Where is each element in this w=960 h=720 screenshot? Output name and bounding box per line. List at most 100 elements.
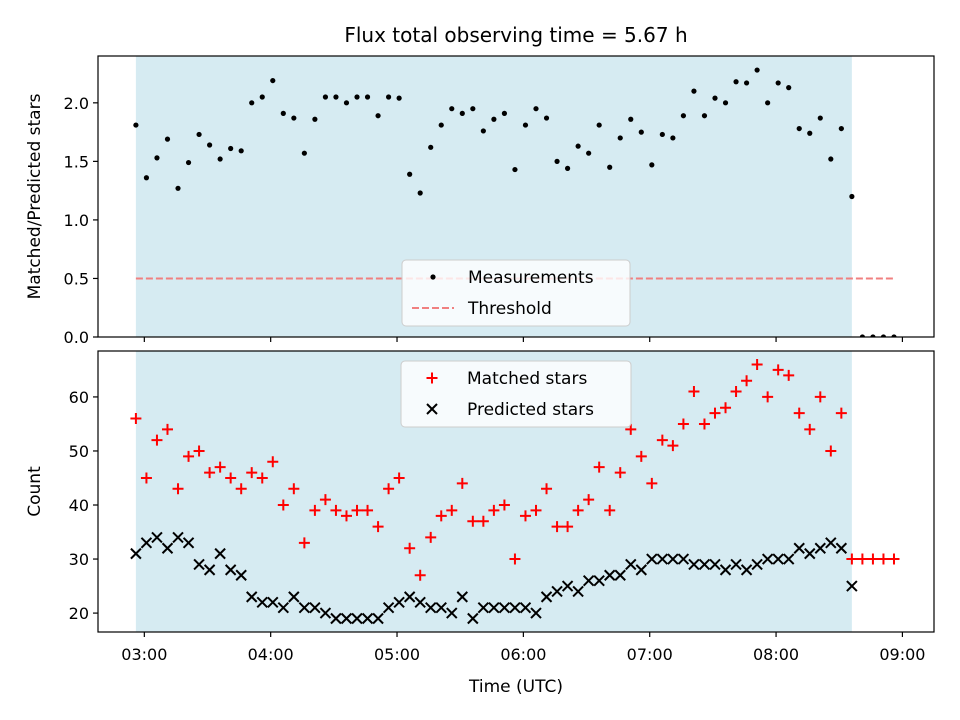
predicted-star-point [540, 591, 553, 603]
count-panel: 20 30 40 50 60 03:00 04:00 05:00 06:00 07:00 08:00… [25, 350, 935, 697]
matched-star-point [877, 553, 889, 565]
matched-star-point [572, 504, 584, 516]
legend-box [401, 259, 631, 327]
predicted-star-point [246, 591, 258, 603]
predicted-star-point [456, 591, 469, 603]
matched-star-point [751, 359, 763, 371]
matched-star-point [488, 504, 500, 516]
predicted-star-point [288, 591, 300, 603]
measurement-point [880, 334, 887, 337]
predicted-star-point [709, 558, 721, 571]
predicted-star-point [425, 601, 437, 614]
measurement-point [175, 185, 181, 191]
measurement-point [375, 113, 381, 119]
measurement-point [228, 145, 234, 152]
predicted-star-point [414, 596, 426, 608]
matched-star-point [646, 477, 658, 489]
y-axis-label: Count [25, 466, 45, 517]
matched-star-point [688, 386, 700, 398]
matched-star-point [193, 445, 205, 457]
y-tick-label: 2.0 [64, 94, 89, 113]
predicted-star-point [340, 612, 353, 625]
measurement-point [638, 129, 644, 135]
measurement-point [817, 115, 823, 121]
measurement-point [628, 116, 634, 122]
matched-star-point [656, 434, 668, 446]
matched-star-point [383, 483, 395, 495]
legend-box [400, 360, 632, 428]
predicted-star-point [846, 580, 858, 592]
predicted-star-point [256, 596, 268, 608]
measurement-point [701, 113, 708, 119]
legend-label: Matched stars [467, 369, 587, 389]
predicted-star-point [730, 558, 742, 571]
matched-star-point [140, 472, 152, 484]
measurement-point [196, 131, 202, 138]
matched-star-point [393, 472, 405, 484]
matched-star-point [825, 445, 837, 457]
measurement-point [533, 106, 539, 112]
x-tick-label: 09:00 [879, 645, 925, 664]
matched-star-point [435, 510, 447, 522]
predicted-star-point [361, 612, 374, 625]
measurement-point [575, 143, 581, 149]
matched-star-point [772, 364, 784, 376]
predicted-star-point [372, 612, 384, 625]
measurement-point [733, 79, 739, 85]
matched-star-point [509, 553, 521, 565]
matched-star-point [456, 477, 468, 489]
predicted-star-point [435, 601, 447, 614]
matched-star-point [414, 569, 426, 581]
measurement-point [596, 122, 602, 128]
axes-frame [97, 350, 935, 633]
measurement-point [554, 158, 560, 164]
predicted-star-point [719, 564, 732, 576]
predicted-star-point [203, 564, 216, 576]
measurement-point [691, 88, 697, 94]
predicted-star-point [330, 612, 342, 625]
matched-star-point [783, 369, 795, 381]
predicted-star-point [835, 542, 848, 554]
predicted-star-point [351, 612, 363, 625]
predicted-star-point [772, 553, 784, 565]
matched-star-point [698, 418, 710, 430]
matched-star-point [362, 504, 374, 516]
measurement-point [270, 77, 276, 84]
measurement-point [449, 106, 455, 112]
legend-label: Predicted stars [467, 400, 594, 420]
predicted-star-point [604, 569, 616, 581]
measurement-point [564, 165, 571, 171]
measurement-point [154, 155, 160, 161]
legend-marker-predicted [426, 403, 438, 415]
predicted-star-point [477, 601, 490, 614]
predicted-star-point [572, 585, 584, 598]
measurement-point [543, 115, 550, 121]
matched-star-point [541, 483, 553, 495]
matched-star-point [204, 467, 216, 479]
matched-star-point [330, 504, 342, 516]
matched-star-point [319, 494, 331, 506]
measurement-point [259, 94, 265, 100]
ratio-panel: 0.0 0.5 1.0 1.5 2.0 Matched/Predicted stars Me… [25, 55, 935, 347]
x-tick-label: 05:00 [374, 645, 420, 664]
legend-label: Threshold [467, 299, 552, 319]
data-marks [133, 67, 897, 337]
data-marks [130, 359, 900, 625]
y-tick-label: 0.0 [64, 328, 89, 347]
measurement-point [743, 80, 750, 86]
legend-label: Measurements [468, 268, 594, 288]
measurement-point [586, 150, 592, 156]
measurement-point [459, 110, 465, 116]
chart-title: Flux total observing time = 5.67 h [344, 23, 687, 47]
x-tick-label: 04:00 [248, 645, 294, 664]
measurement-point [470, 106, 476, 112]
matched-star-point [151, 434, 163, 446]
predicted-star-point [635, 564, 648, 576]
y-tick-label: 60 [69, 388, 89, 407]
matched-star-point [625, 423, 637, 435]
predicted-star-point [161, 542, 174, 554]
measurement-point [649, 162, 655, 168]
predicted-star-point [446, 607, 458, 619]
measurement-point [870, 334, 876, 337]
matched-star-point [583, 494, 595, 506]
